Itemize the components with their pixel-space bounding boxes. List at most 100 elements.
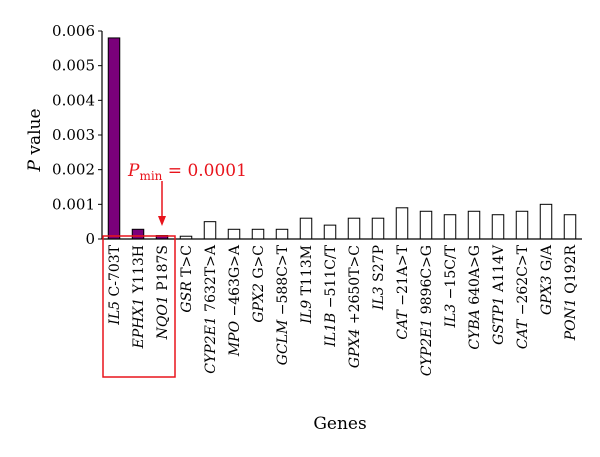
x-tick-variant: S27P xyxy=(371,245,387,286)
x-tick-label: CAT −21A>T xyxy=(395,244,411,339)
x-tick-gene: CYP2E1 xyxy=(203,316,219,373)
x-tick-label: IL3 S27P xyxy=(371,245,387,311)
x-tick-gene: EPHX1 xyxy=(131,298,147,350)
x-tick-gene: IL3 xyxy=(443,304,459,329)
x-tick-gene: MPO xyxy=(227,320,243,357)
x-tick-variant: −463G>A xyxy=(227,244,243,321)
highlight-box xyxy=(102,235,176,378)
pmin-value: = 0.0001 xyxy=(162,161,247,181)
bar-10 xyxy=(323,224,337,240)
x-tick-label: PON1 Q192R xyxy=(563,245,579,342)
x-tick-label: IL5 C-703T xyxy=(107,244,123,325)
axes-layer xyxy=(101,31,582,240)
y-tick-label: 0.002 xyxy=(52,161,95,179)
x-tick-label: EPHX1 Y113H xyxy=(131,245,147,349)
y-tick-label: 0.006 xyxy=(52,22,95,40)
bar-7 xyxy=(251,228,265,240)
x-tick-labels-layer: IL5 C-703T EPHX1 Y113H NQO1 P187S GSR T>C CY… xyxy=(107,244,579,376)
bar-11 xyxy=(347,217,361,240)
x-tick-label: GPX3 G/A xyxy=(539,244,555,315)
y-ticks-layer: 0 0.001 0.002 0.003 0.004 0.005 0.006 xyxy=(52,22,102,248)
x-tick-label: CYBA 640A>G xyxy=(467,245,483,350)
x-tick-variant: +2650T>C xyxy=(347,245,363,329)
x-tick-gene: GPX3 xyxy=(539,275,555,315)
x-tick-label: CAT −262C>T xyxy=(515,244,531,349)
x-tick-gene: IL1B xyxy=(323,313,339,348)
x-tick-label: GCLM −588C>T xyxy=(275,244,291,365)
x-tick-gene: CYBA xyxy=(467,309,483,349)
x-tick-gene: GSR xyxy=(179,281,195,313)
x-tick-variant: A114V xyxy=(491,244,507,296)
x-tick-label: MPO −463G>A xyxy=(227,244,243,357)
y-tick-label: 0.004 xyxy=(52,91,95,109)
x-tick-variant: Y113H xyxy=(131,245,147,298)
x-tick-variant: T>C xyxy=(179,245,195,281)
x-tick-gene: IL3 xyxy=(371,286,387,311)
x-tick-gene: GSTP1 xyxy=(491,296,507,344)
y-tick-label: 0.003 xyxy=(52,126,95,144)
x-tick-gene: GPX4 xyxy=(347,329,363,368)
x-tick-variant: 7632T>A xyxy=(203,244,219,316)
y-axis-label-rest: value xyxy=(25,108,45,160)
bar-19 xyxy=(539,203,553,240)
pmin-italic: P xyxy=(127,161,140,181)
y-axis-label: P value xyxy=(25,108,45,172)
x-tick-variant: C-703T xyxy=(107,244,123,301)
x-tick-gene: CAT xyxy=(515,318,531,349)
x-tick-variant: Q192R xyxy=(563,245,579,299)
x-tick-label: GSTP1 A114V xyxy=(491,244,507,345)
x-tick-variant: −15C/T xyxy=(443,244,459,303)
bar-5 xyxy=(203,221,217,240)
x-tick-gene: CAT xyxy=(395,309,411,340)
bar-9 xyxy=(299,217,313,240)
x-tick-label: IL9 T113M xyxy=(299,245,315,325)
x-tick-label: GSR T>C xyxy=(179,245,195,313)
x-axis-label: Genes xyxy=(313,414,366,434)
bar-17 xyxy=(491,214,505,240)
x-tick-label: CYP2E1 7632T>A xyxy=(203,244,219,374)
x-tick-label: GPX2 G>C xyxy=(251,245,267,323)
bar-16 xyxy=(467,210,481,240)
x-tick-gene: IL9 xyxy=(299,300,315,325)
x-tick-variant: G/A xyxy=(539,244,555,275)
x-tick-gene: IL5 xyxy=(107,301,123,326)
x-tick-gene: GPX2 xyxy=(251,283,267,323)
pmin-annotation: Pmin = 0.0001 xyxy=(127,161,247,183)
bar-15 xyxy=(443,214,457,240)
bar-6 xyxy=(227,228,241,240)
x-tick-gene: GCLM xyxy=(275,319,291,365)
bar-2 xyxy=(131,228,145,240)
bar-13 xyxy=(395,207,409,240)
x-tick-label: IL3 −15C/T xyxy=(443,244,459,328)
x-tick-variant: −511C/T xyxy=(323,244,339,312)
x-tick-variant: G>C xyxy=(251,245,267,283)
x-tick-gene: PON1 xyxy=(563,298,579,341)
bar-12 xyxy=(371,217,385,240)
pmin-subscript: min xyxy=(139,169,162,183)
bars-layer xyxy=(107,37,577,240)
x-tick-variant: 9896C>G xyxy=(419,245,435,319)
bar-1 xyxy=(107,37,121,240)
y-tick-label: 0.005 xyxy=(52,57,95,75)
x-tick-label: IL1B −511C/T xyxy=(323,244,339,347)
y-axis-label-italic: P xyxy=(25,160,45,173)
x-tick-label: GPX4 +2650T>C xyxy=(347,245,363,368)
x-tick-gene: NQO1 xyxy=(155,295,171,340)
x-tick-variant: T113M xyxy=(299,245,315,300)
annotation-arrowhead xyxy=(158,216,166,226)
x-tick-variant: −21A>T xyxy=(395,244,411,310)
bar-20 xyxy=(563,214,577,240)
x-tick-variant: P187S xyxy=(155,245,171,295)
x-tick-label: CYP2E1 9896C>G xyxy=(419,245,435,376)
x-tick-variant: 640A>G xyxy=(467,245,483,309)
x-tick-label: NQO1 P187S xyxy=(155,245,171,340)
x-tick-variant: −262C>T xyxy=(515,244,531,319)
x-tick-variant: −588C>T xyxy=(275,244,291,319)
bar-18 xyxy=(515,210,529,240)
bar-14 xyxy=(419,210,433,240)
bar-8 xyxy=(275,228,289,240)
x-tick-gene: CYP2E1 xyxy=(419,319,435,376)
annotation-layer: Pmin = 0.0001 xyxy=(102,161,247,378)
